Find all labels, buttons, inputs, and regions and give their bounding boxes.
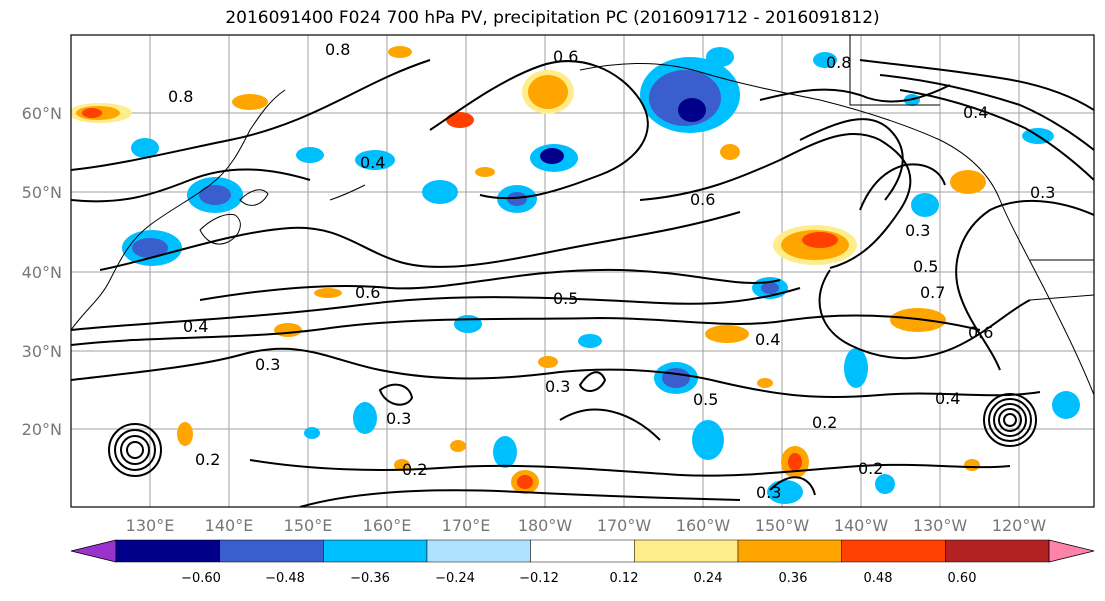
colorbar-extend-min [70,539,117,563]
colorbar-tick-label: 0.60 [947,571,977,586]
colorbar-tick-label: −0.36 [350,571,390,586]
contour-label: 0.5 [693,390,718,409]
lat-label: 20°N [21,420,62,439]
colorbar-tick-label: −0.12 [519,571,559,586]
map-title: 2016091400 F024 700 hPa PV, precipitatio… [225,8,880,28]
lat-label: 40°N [21,263,62,282]
contour-label: 0.3 [255,355,280,374]
contour-label: 0.4 [963,103,988,122]
colorbar-box [219,539,324,563]
lon-label: 170°W [596,516,652,535]
colorbar-tick-label: −0.24 [435,571,475,586]
lon-label: 150°E [283,516,333,535]
lon-label: 130°W [912,516,968,535]
colorbar-boxes [115,539,1050,563]
colorbar-box [115,539,220,563]
pv-contours [71,59,1094,507]
map-plot-area: 0.8 0.6 0.4 0.3 0.5 0.6 0.4 0.3 0.2 0.3 … [71,35,1094,507]
contour-label: 0.5 [913,257,938,276]
contour-label: 0.2 [402,460,427,479]
contour-label: 0.8 [826,53,851,72]
contour-labels: 0.8 0.6 0.4 0.3 0.5 0.6 0.4 0.3 0.2 0.3 … [168,40,1055,502]
colorbar-tick-label: 0.24 [693,571,723,586]
contour-label: 0.6 [968,323,993,342]
map-frame [70,34,1095,508]
lon-label: 130°E [125,516,175,535]
colorbar [70,539,1095,563]
colorbar-box [323,539,428,563]
lon-label: 160°E [362,516,412,535]
lon-label: 180°W [517,516,573,535]
contour-label: 0.8 [325,40,350,59]
contour-label: 0.6 [355,283,380,302]
contour-label: 0.4 [935,389,960,408]
contour-label: 0.4 [183,317,208,336]
lat-label: 60°N [21,104,62,123]
colorbar-box [945,539,1050,563]
colorbar-extend-max [1048,539,1095,563]
lon-label: 140°E [204,516,254,535]
contour-label: 0.8 [168,87,193,106]
colorbar-tick-label: 0.12 [609,571,639,586]
colorbar-box [737,539,842,563]
colorbar-tick-label: 0.48 [863,571,893,586]
contour-label: 0.2 [812,413,837,432]
precipitation-shading [71,46,1080,504]
contour-label: 0.4 [360,153,385,172]
contour-label: 0.3 [756,483,781,502]
lon-label: 140°W [833,516,889,535]
colorbar-box [841,539,946,563]
colorbar-tick-label: −0.60 [181,571,221,586]
contour-label: 0.2 [858,459,883,478]
colorbar-box [530,539,635,563]
lon-label: 150°W [754,516,810,535]
colorbar-tick-label: −0.48 [265,571,305,586]
contour-label: 0.3 [1030,183,1055,202]
colorbar-tick-label: 0.36 [778,571,808,586]
contour-label: 0.2 [195,450,220,469]
lon-label: 160°W [675,516,731,535]
colorbar-box [634,539,739,563]
contour-label: 0.4 [755,330,780,349]
contour-label: 0.6 [553,47,578,66]
contour-label: 0.7 [920,283,945,302]
lat-label: 30°N [21,342,62,361]
lon-label: 120°W [991,516,1047,535]
contour-label: 0.3 [905,221,930,240]
contour-label: 0.3 [386,409,411,428]
contour-label: 0.3 [545,377,570,396]
contour-label: 0.5 [553,289,578,308]
lat-label: 50°N [21,183,62,202]
coastlines [71,35,1094,396]
colorbar-box [426,539,531,563]
lon-label: 170°E [441,516,491,535]
contour-label: 0.6 [690,190,715,209]
